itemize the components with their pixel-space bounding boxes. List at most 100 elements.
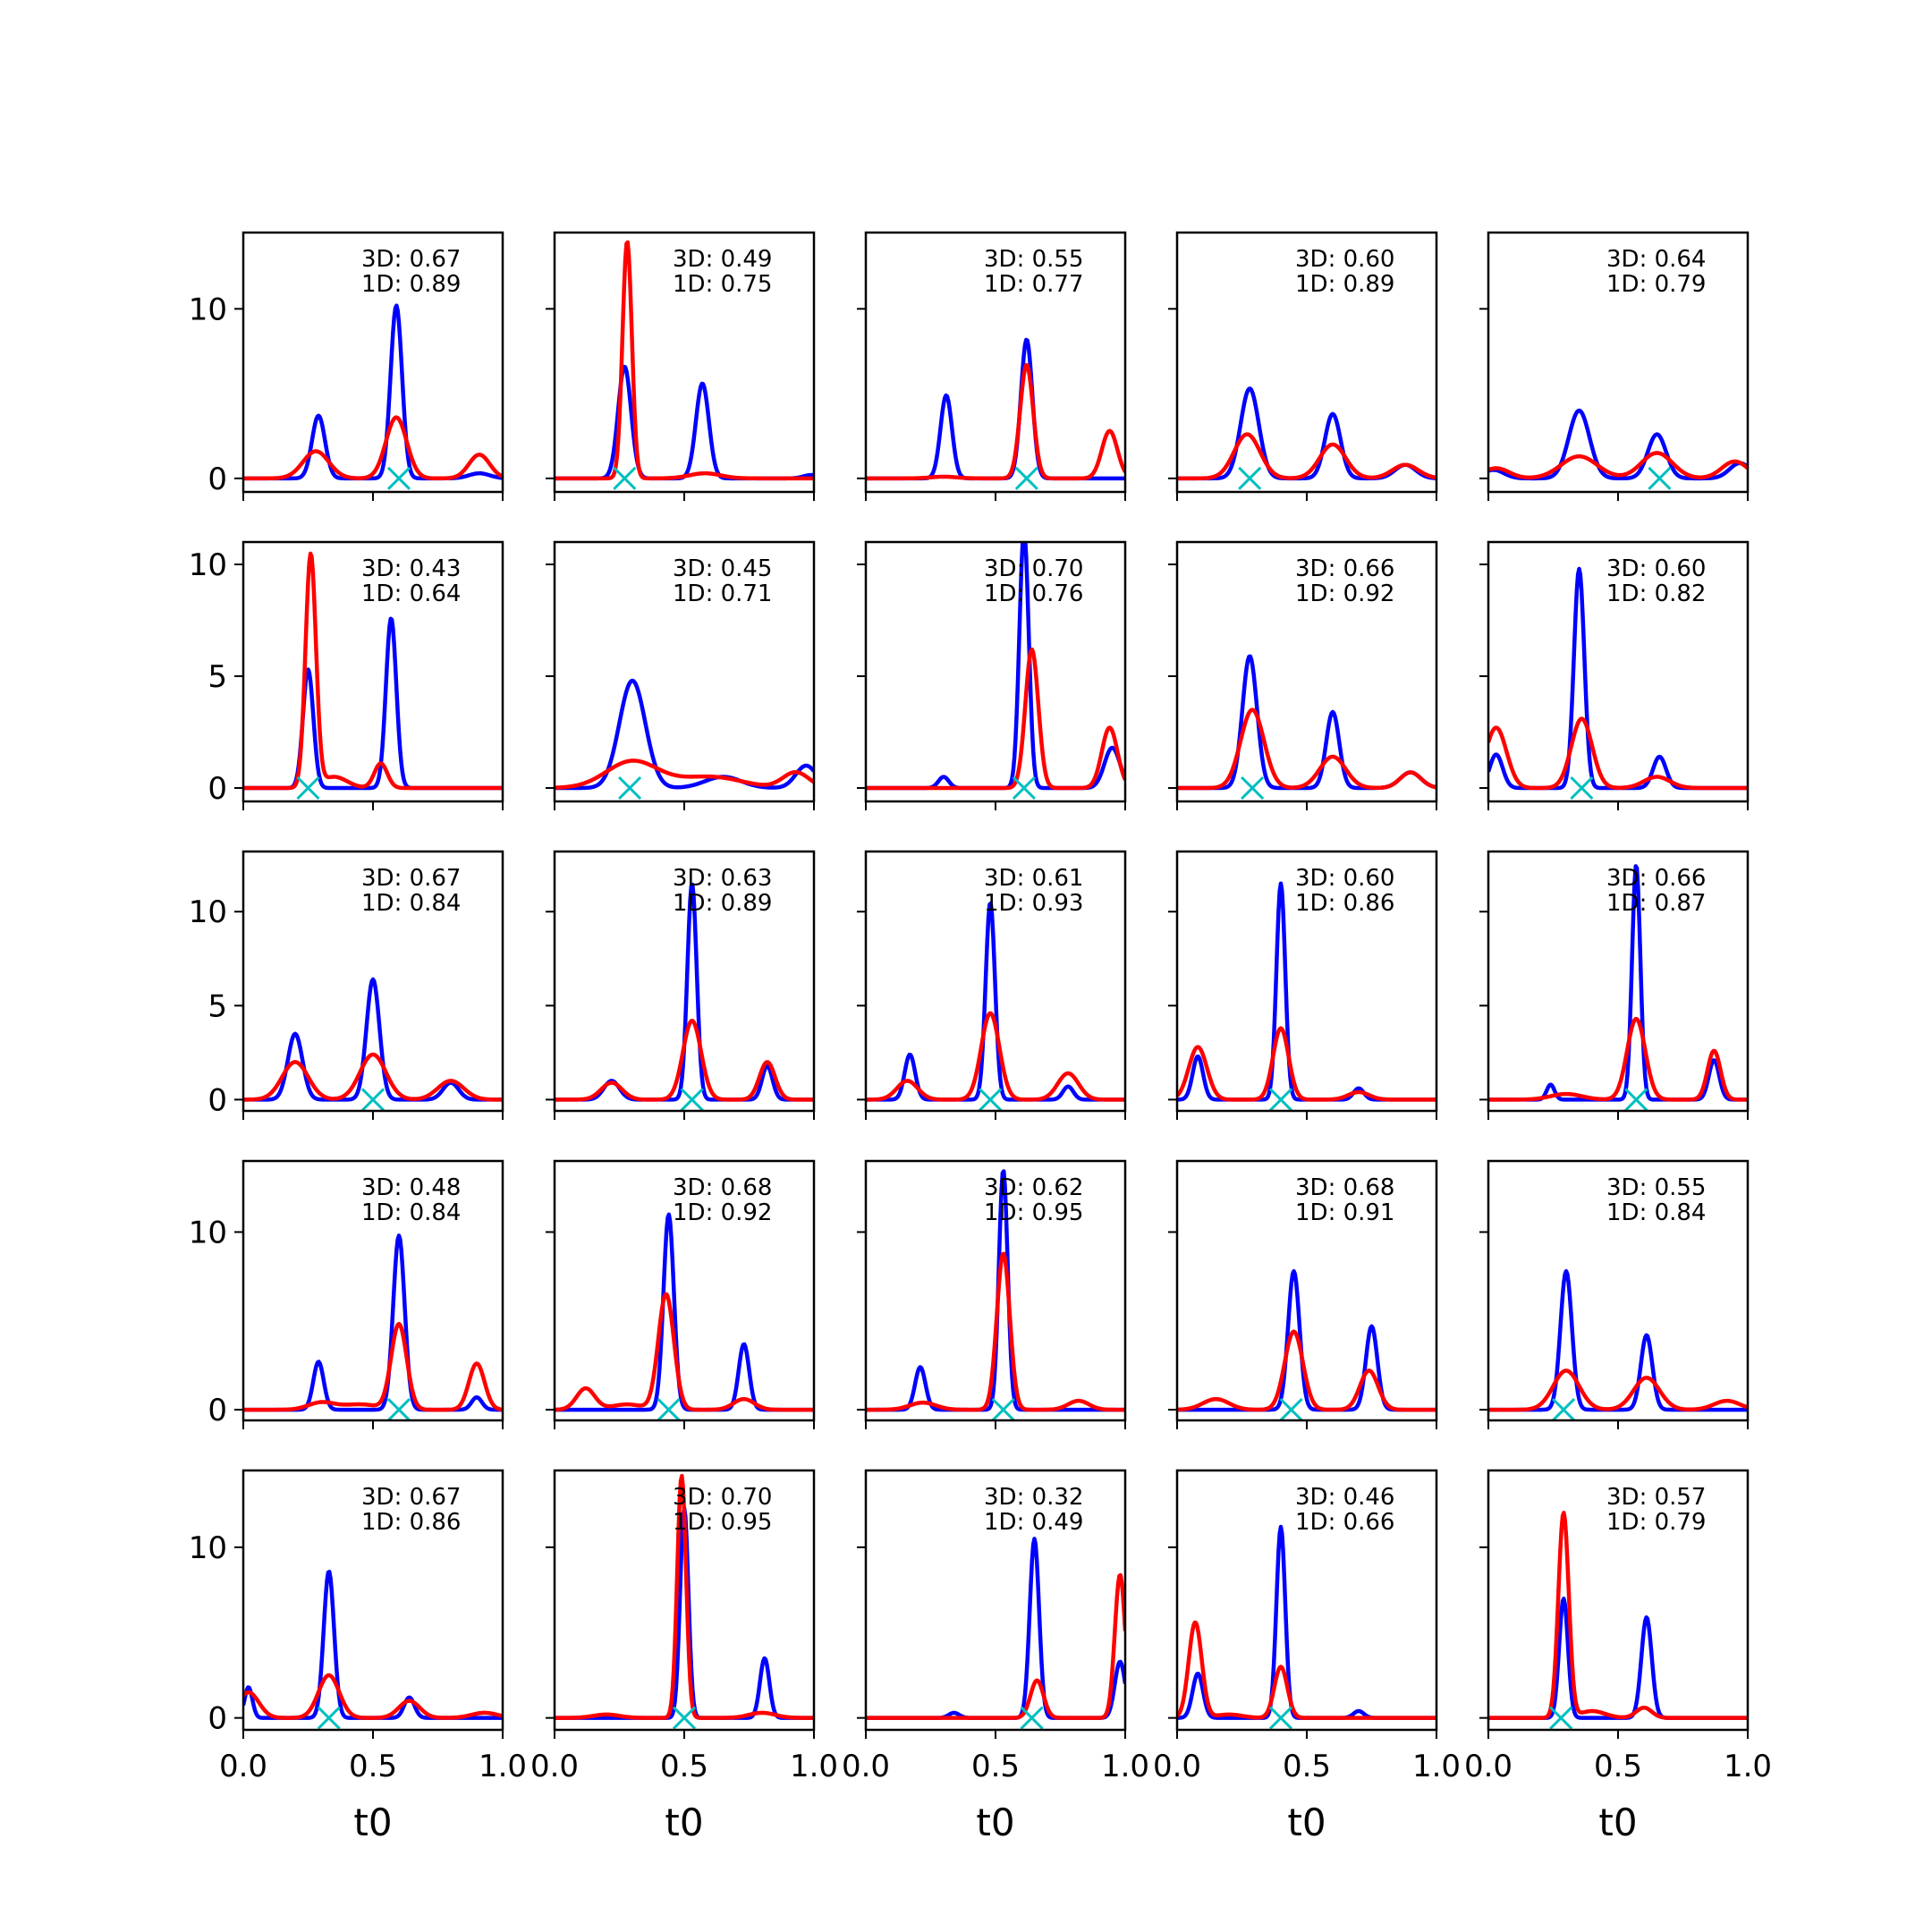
y-tick-label: 10	[189, 1530, 227, 1566]
score-annotation: 1D: 0.92	[1295, 580, 1394, 607]
x-marker	[386, 1398, 411, 1422]
score-annotation: 1D: 0.66	[1295, 1509, 1394, 1536]
score-annotation: 1D: 0.89	[673, 890, 772, 917]
x-axis-label: t0	[353, 1801, 392, 1844]
series-red-line	[866, 647, 1125, 791]
x-marker	[618, 775, 642, 801]
x-tick-label: 1.0	[790, 1749, 838, 1784]
series-red-line	[243, 1321, 503, 1412]
series-red-line	[1177, 1026, 1436, 1102]
score-annotation: 3D: 0.67	[361, 1484, 461, 1511]
score-annotation: 3D: 0.48	[361, 1174, 461, 1201]
y-tick-label: 5	[208, 988, 227, 1024]
score-annotation: 1D: 0.75	[673, 271, 772, 298]
y-tick-label: 0	[208, 1393, 227, 1428]
series-red-line	[1177, 1620, 1436, 1720]
x-axis-label: t0	[1598, 1801, 1637, 1844]
series-red-line	[1488, 1368, 1748, 1412]
x-marker	[1624, 1088, 1648, 1112]
series-red-line	[866, 362, 1125, 481]
score-annotation: 3D: 0.67	[361, 865, 461, 892]
x-marker	[360, 1088, 386, 1112]
x-tick-label: 0.0	[842, 1749, 890, 1784]
series-red-line	[866, 1572, 1125, 1720]
score-annotation: 3D: 0.60	[1606, 555, 1706, 582]
x-marker	[1552, 1398, 1576, 1422]
y-tick-label: 0	[208, 462, 227, 497]
score-annotation: 1D: 0.79	[1606, 1509, 1706, 1536]
x-marker	[1268, 1706, 1293, 1730]
x-marker	[296, 775, 320, 801]
series-blue-line	[555, 678, 814, 791]
score-annotation: 1D: 0.93	[984, 890, 1083, 917]
x-tick-label: 0.5	[971, 1749, 1020, 1784]
score-annotation: 1D: 0.91	[1295, 1199, 1394, 1226]
x-tick-label: 0.0	[219, 1749, 267, 1784]
series-red-line	[866, 1251, 1125, 1412]
score-annotation: 3D: 0.49	[673, 246, 772, 273]
x-axis-label: t0	[665, 1801, 703, 1844]
y-tick-label: 10	[189, 1215, 227, 1250]
score-annotation: 3D: 0.55	[1606, 1174, 1706, 1201]
x-tick-label: 0.5	[660, 1749, 708, 1784]
y-tick-label: 0	[208, 1082, 227, 1118]
score-annotation: 3D: 0.68	[673, 1174, 772, 1201]
score-annotation: 1D: 0.49	[984, 1509, 1083, 1536]
series-red-line	[1488, 1510, 1748, 1720]
score-annotation: 1D: 0.84	[1606, 1199, 1706, 1226]
y-tick-label: 10	[189, 292, 227, 327]
score-annotation: 1D: 0.64	[361, 580, 461, 607]
x-tick-label: 0.0	[530, 1749, 579, 1784]
x-tick-label: 1.0	[1724, 1749, 1772, 1784]
series-red-line	[1177, 432, 1436, 481]
series-red-line	[1177, 1329, 1436, 1412]
x-marker	[1238, 466, 1262, 490]
score-annotation: 1D: 0.82	[1606, 580, 1706, 607]
score-annotation: 1D: 0.87	[1606, 890, 1706, 917]
series-red-line	[555, 1292, 814, 1412]
y-tick-label: 10	[189, 547, 227, 583]
x-marker	[613, 466, 637, 490]
x-marker	[680, 1088, 704, 1112]
series-blue-line	[866, 901, 1125, 1102]
x-axis-label: t0	[1287, 1801, 1326, 1844]
x-marker	[657, 1398, 681, 1422]
score-annotation: 3D: 0.67	[361, 246, 461, 273]
x-marker	[1648, 466, 1672, 490]
y-tick-label: 0	[208, 771, 227, 807]
score-annotation: 1D: 0.89	[361, 271, 461, 298]
series-red-line	[555, 758, 814, 790]
score-annotation: 1D: 0.79	[1606, 271, 1706, 298]
series-red-line	[555, 1019, 814, 1102]
x-marker	[1570, 775, 1594, 801]
score-annotation: 3D: 0.66	[1295, 555, 1394, 582]
score-annotation: 3D: 0.32	[984, 1484, 1083, 1511]
score-annotation: 3D: 0.64	[1606, 246, 1706, 273]
x-marker	[386, 466, 411, 490]
score-annotation: 1D: 0.95	[984, 1199, 1083, 1226]
x-marker	[1268, 1088, 1293, 1112]
y-tick-label: 10	[189, 894, 227, 930]
series-red-line	[1488, 451, 1748, 480]
score-annotation: 3D: 0.60	[1295, 246, 1394, 273]
score-annotation: 1D: 0.86	[361, 1509, 461, 1536]
series-red-line	[1488, 1016, 1748, 1102]
